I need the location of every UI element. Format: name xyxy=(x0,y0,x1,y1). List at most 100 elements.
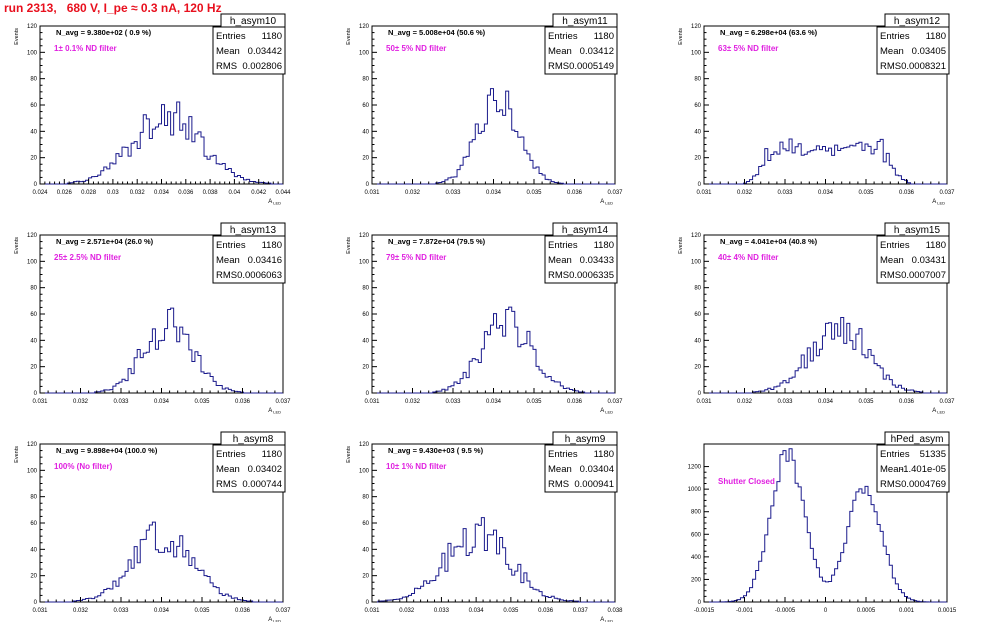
stats-label: Mean xyxy=(548,46,572,57)
stats-label: Mean xyxy=(216,464,240,475)
y-tick-label: 20 xyxy=(362,574,369,580)
stats-label: Mean xyxy=(548,464,572,475)
histogram-line xyxy=(372,517,615,603)
stats-box xyxy=(212,235,286,284)
x-tick-label: 0.028 xyxy=(81,190,97,196)
histogram-panel-h_asym15: 0.031 0.032 0.033 0.034 0.035 0.036 0.037 0 20 40… xyxy=(678,222,955,415)
filter-note: 40± 4% ND filter xyxy=(718,253,778,262)
y-tick-label: 0 xyxy=(34,182,38,188)
x-tick-label: -0.001 xyxy=(736,608,754,614)
y-tick-label: 100 xyxy=(691,50,702,56)
x-tick-label: 0.036 xyxy=(235,399,251,405)
filter-note: 1± 0.1% ND filter xyxy=(54,44,117,53)
x-tick-label: 0.037 xyxy=(607,399,623,405)
stats-label: RMS xyxy=(216,270,237,281)
y-tick-label: 20 xyxy=(30,574,37,580)
stats-label: Mean xyxy=(880,255,904,266)
navg-label: N_avg = 9.898e+04 (100.0 %) xyxy=(56,446,158,455)
stats-label: Mean xyxy=(548,255,572,266)
stats-title: h_asym14 xyxy=(562,225,609,236)
x-tick-label: 0.034 xyxy=(154,608,170,614)
stats-label: Entries xyxy=(216,449,246,460)
x-tick-label: 0.032 xyxy=(405,399,421,405)
x-tick-label: 0.036 xyxy=(567,190,583,196)
y-tick-label: 400 xyxy=(691,555,702,561)
stats-label: RMS xyxy=(880,61,901,72)
x-tick-label: 0.035 xyxy=(526,190,542,196)
stats-value: 0.03433 xyxy=(580,255,614,266)
stats-value: 1180 xyxy=(262,240,282,251)
x-axis-title: ALED xyxy=(268,199,281,206)
y-tick-label: 120 xyxy=(359,233,370,239)
stats-title: h_asym15 xyxy=(894,225,941,236)
filter-note: 50± 5% ND filter xyxy=(386,44,446,53)
y-tick-label: 120 xyxy=(359,24,370,30)
x-tick-label: 0.036 xyxy=(538,608,554,614)
histogram-line xyxy=(40,101,283,185)
y-tick-label: 40 xyxy=(30,547,37,553)
y-tick-label: 60 xyxy=(30,103,37,109)
x-tick-label: 0.024 xyxy=(32,190,48,196)
x-tick-label: -0.0005 xyxy=(775,608,796,614)
stats-label: RMS xyxy=(548,270,569,281)
stats-value: 1180 xyxy=(594,449,614,460)
y-tick-label: 80 xyxy=(362,286,369,292)
y-tick-label: 80 xyxy=(362,495,369,501)
stats-title: h_asym9 xyxy=(565,434,606,445)
x-tick-label: 0.036 xyxy=(899,190,915,196)
x-tick-label: 0.033 xyxy=(445,190,461,196)
stats-box xyxy=(212,26,286,75)
y-tick-label: 200 xyxy=(691,577,702,583)
x-tick-label: 0.044 xyxy=(275,190,291,196)
x-tick-label: 0.034 xyxy=(818,399,834,405)
stats-label: Entries xyxy=(548,449,578,460)
stats-value: 0.0008321 xyxy=(901,61,946,72)
x-tick-label: 0.037 xyxy=(607,190,623,196)
x-tick-label: 0.0015 xyxy=(938,608,957,614)
y-tick-label: 0 xyxy=(34,391,38,397)
y-tick-label: 120 xyxy=(27,442,38,448)
stats-value: 0.002806 xyxy=(242,61,282,72)
x-tick-label: 0.037 xyxy=(939,399,955,405)
y-tick-label: 20 xyxy=(362,365,369,371)
x-axis-title: ALED xyxy=(932,408,945,415)
stats-title: h_asym10 xyxy=(230,16,277,27)
y-tick-label: 0 xyxy=(698,600,702,606)
y-tick-label: 800 xyxy=(691,510,702,516)
x-tick-label: 0.04 xyxy=(229,190,241,196)
y-tick-label: 120 xyxy=(27,24,38,30)
stats-label: Entries xyxy=(548,31,578,42)
y-tick-label: 600 xyxy=(691,532,702,538)
y-tick-label: 20 xyxy=(694,156,701,162)
x-tick-label: 0.036 xyxy=(178,190,194,196)
stats-label: Mean xyxy=(216,46,240,57)
stats-value: 0.0005149 xyxy=(569,61,614,72)
x-tick-label: 0.035 xyxy=(194,399,210,405)
y-tick-label: 60 xyxy=(362,521,369,527)
x-axis-title: ALED xyxy=(600,617,613,622)
y-tick-label: 100 xyxy=(359,468,370,474)
y-tick-label: 60 xyxy=(362,312,369,318)
x-tick-label: 0.033 xyxy=(113,399,129,405)
y-tick-label: 0 xyxy=(366,182,370,188)
y-tick-label: 0 xyxy=(366,391,370,397)
x-tick-label: 0.034 xyxy=(486,399,502,405)
histogram-panel-h_asym12: 0.031 0.032 0.033 0.034 0.035 0.036 0.037 0 20 40… xyxy=(678,13,955,206)
histogram-line xyxy=(372,306,615,394)
y-tick-label: 60 xyxy=(694,103,701,109)
stats-value: 1180 xyxy=(926,240,946,251)
stats-value: 0.03412 xyxy=(580,46,614,57)
stats-value: 0.0006063 xyxy=(237,270,282,281)
y-tick-label: 20 xyxy=(362,156,369,162)
histogram-panel-h_asym14: 0.031 0.032 0.033 0.034 0.035 0.036 0.037 0 20 40… xyxy=(346,222,623,415)
x-tick-label: 0.035 xyxy=(503,608,519,614)
x-tick-label: 0.034 xyxy=(469,608,485,614)
y-tick-label: 40 xyxy=(362,547,369,553)
y-tick-label: 1000 xyxy=(688,487,702,493)
y-tick-label: 80 xyxy=(694,286,701,292)
x-tick-label: 0.036 xyxy=(235,608,251,614)
stats-label: RMS xyxy=(216,479,237,490)
x-tick-label: 0.033 xyxy=(445,399,461,405)
x-axis-title: ALED xyxy=(600,199,613,206)
y-tick-label: 0 xyxy=(698,391,702,397)
